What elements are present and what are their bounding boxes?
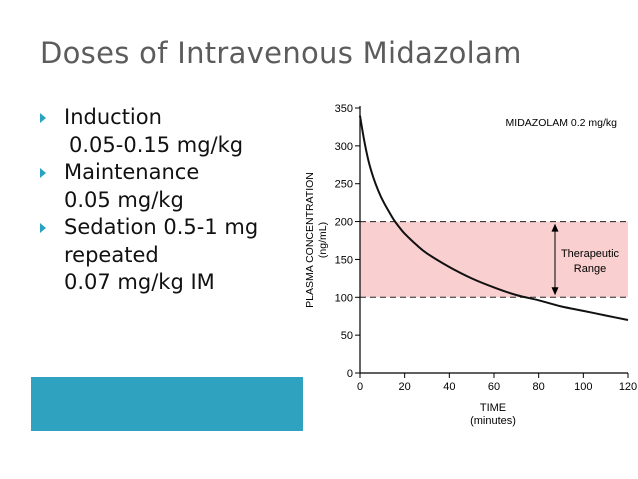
bullet-detail: repeated (64, 242, 159, 267)
range-arrow-down-icon (551, 287, 559, 296)
y-tick-label: 300 (335, 141, 353, 153)
bullet-detail: 0.05 mg/kg (64, 187, 184, 212)
bullet-induction: Induction 0.05-0.15 mg/kg (40, 104, 310, 159)
x-tick-label: 0 (357, 381, 363, 393)
bullet-detail: 0.05-0.15 mg/kg (69, 132, 244, 157)
range-arrow-up-icon (551, 223, 559, 232)
y-tick-label: 100 (335, 292, 353, 304)
x-axis-ticks: 0 20 40 60 80 100 120 (357, 373, 637, 393)
x-tick-label: 20 (399, 381, 411, 393)
bullet-arrow-icon (40, 113, 46, 123)
plasma-concentration-chart: 0 20 40 60 80 100 120 0 50 100 150 200 250 300 350 MI… (304, 103, 637, 427)
bullet-label: Sedation 0.5-1 mg (64, 215, 259, 239)
y-tick-label: 250 (335, 179, 353, 191)
bullet-maintenance: Maintenance 0.05 mg/kg (40, 159, 310, 214)
bullet-label: Maintenance (64, 160, 200, 184)
x-tick-label: 60 (488, 381, 500, 393)
bullet-label: Induction (64, 105, 162, 129)
chart-title: MIDAZOLAM 0.2 mg/kg (506, 117, 618, 129)
x-axis-label: TIME (480, 402, 506, 414)
x-tick-label: 100 (574, 381, 592, 393)
chart-container: 0 20 40 60 80 100 120 0 50 100 150 200 250 300 350 MI… (300, 100, 638, 440)
slide-title: Doses of Intravenous Midazolam (40, 36, 522, 70)
y-axis-label-units: (ng/mL) (317, 222, 329, 258)
y-axis-label: PLASMA CONCENTRATION (304, 172, 316, 308)
bullet-arrow-icon (40, 168, 46, 178)
bullet-arrow-icon (40, 223, 46, 233)
y-tick-label: 0 (347, 368, 353, 380)
band-label-2: Range (574, 263, 606, 275)
y-tick-label: 150 (335, 254, 353, 266)
x-tick-label: 40 (443, 381, 455, 393)
decorative-teal-bar (31, 377, 303, 431)
y-axis-ticks: 0 50 100 150 200 250 300 350 (335, 103, 360, 380)
series-line-midazolam (359, 115, 629, 321)
y-tick-label: 50 (341, 330, 353, 342)
bullet-list: Induction 0.05-0.15 mg/kg Maintenance 0.… (40, 104, 310, 297)
band-label: Therapeutic (561, 248, 620, 260)
y-tick-label: 350 (335, 103, 353, 115)
bullet-sedation: Sedation 0.5-1 mg repeated 0.07 mg/kg IM (40, 214, 310, 297)
x-tick-label: 120 (619, 381, 637, 393)
y-tick-label: 200 (335, 217, 353, 229)
x-tick-label: 80 (533, 381, 545, 393)
x-axis-label-units: (minutes) (470, 415, 516, 427)
bullet-detail-2: 0.07 mg/kg IM (64, 270, 215, 294)
